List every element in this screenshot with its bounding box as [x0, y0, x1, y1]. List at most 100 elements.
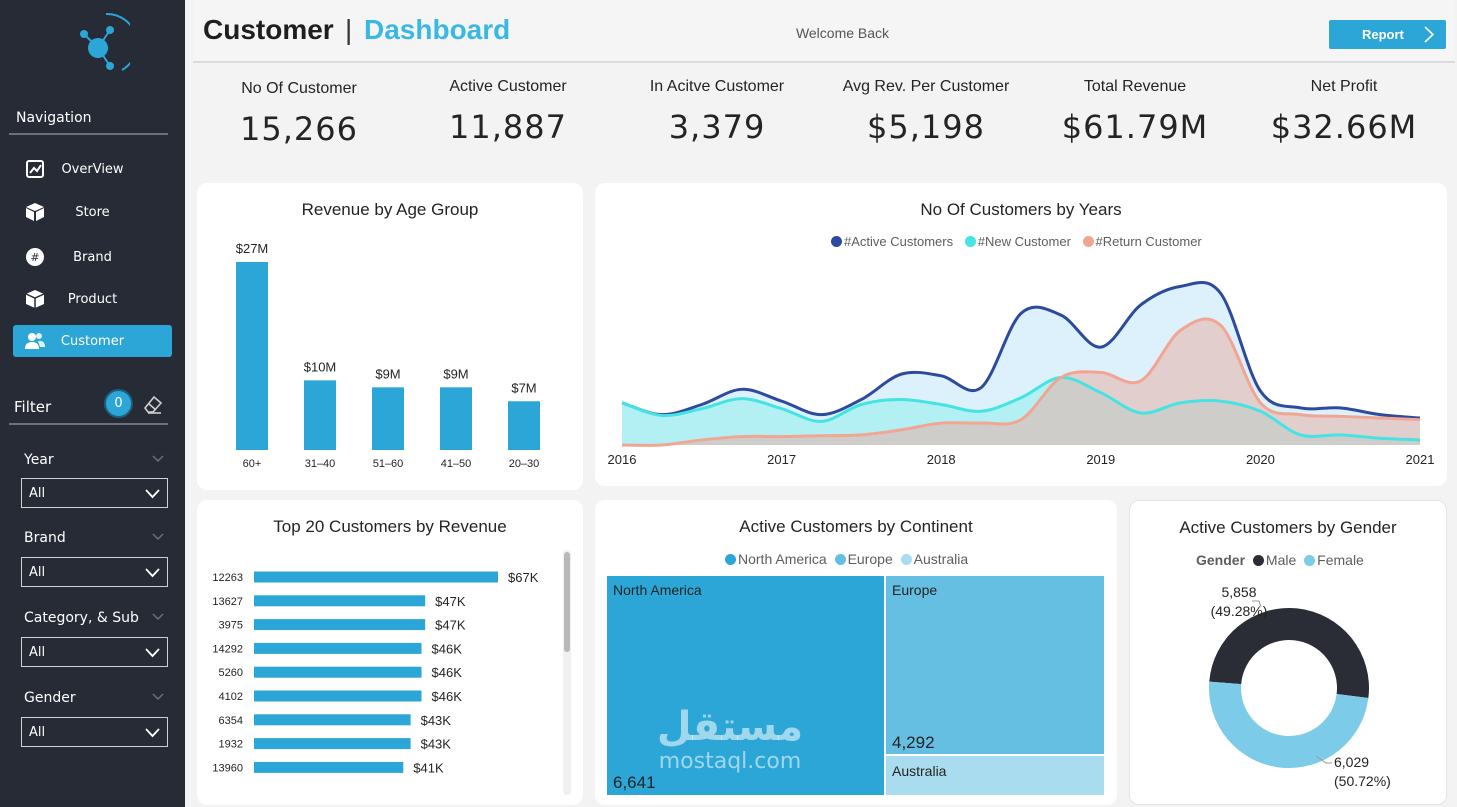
- sidebar: Navigation OverView Store # Brand Produc…: [0, 0, 185, 807]
- sidebar-item-customer[interactable]: Customer: [13, 325, 172, 357]
- navigation-title: Navigation: [16, 110, 92, 126]
- filter-label-year: Year: [24, 452, 54, 468]
- male-slice: [1209, 608, 1369, 699]
- data-label: (50.72%): [1334, 773, 1391, 789]
- year-select[interactable]: All: [21, 478, 168, 508]
- x-tick-label: 2017: [767, 452, 796, 467]
- tick-label: 51–60: [373, 458, 404, 470]
- chevron-down-icon[interactable]: [152, 613, 164, 621]
- kpi-label: Net Profit: [1310, 78, 1378, 95]
- data-label: $47K: [435, 594, 466, 609]
- legend-item[interactable]: Europe: [834, 551, 893, 567]
- data-label: $9M: [443, 366, 468, 381]
- x-tick-label: 2021: [1406, 452, 1435, 467]
- kpi-card: Total Revenue $61.79M: [1035, 78, 1235, 146]
- divider: [9, 133, 168, 135]
- sidebar-item-brand[interactable]: # Brand: [13, 241, 172, 273]
- data-label: 6,029: [1334, 754, 1369, 770]
- tile-europe[interactable]: [886, 576, 1104, 754]
- card-title: No Of Customers by Years: [920, 200, 1122, 219]
- chevron-down-icon[interactable]: [152, 533, 164, 541]
- report-button-label: Report: [1362, 27, 1404, 42]
- chevron-down-icon[interactable]: [152, 455, 164, 463]
- kpi-value: $61.79M: [1061, 108, 1209, 146]
- filter-title: Filter: [14, 398, 52, 416]
- sidebar-item-label: Store: [75, 204, 110, 220]
- kpi-value: $5,198: [867, 108, 985, 146]
- card-title: Active Customers by Gender: [1179, 518, 1397, 537]
- sidebar-item-product[interactable]: Product: [13, 283, 172, 315]
- kpi-value: 11,887: [449, 108, 567, 146]
- legend-label: #Return Customer: [1095, 234, 1202, 249]
- age-group-chart: $27M 60+ $10M 31–40 $9M 51–60 $9M 41–50 $7M 20–30: [236, 241, 540, 470]
- continent-legend: North America Europe Australia: [725, 551, 976, 567]
- years-card: No Of Customers by Years #Active Custome…: [595, 183, 1447, 486]
- scrollbar[interactable]: [563, 550, 571, 795]
- card-title: Top 20 Customers by Revenue: [273, 517, 507, 536]
- brand-select[interactable]: All: [21, 557, 168, 587]
- legend-item[interactable]: Australia: [900, 551, 968, 567]
- brand-icon: #: [26, 248, 44, 266]
- return-customers-area: [622, 319, 1420, 446]
- tile-label: Australia: [892, 763, 947, 779]
- data-label: $9M: [375, 366, 400, 381]
- legend-item[interactable]: #Return Customer: [1082, 234, 1202, 249]
- filter-count-badge: 0: [104, 389, 133, 418]
- report-button[interactable]: Report: [1329, 20, 1446, 49]
- kpi-label: No Of Customer: [241, 80, 357, 97]
- chevron-down-icon[interactable]: [152, 693, 164, 701]
- legend-item[interactable]: #Active Customers: [831, 234, 953, 249]
- bar: [254, 738, 411, 750]
- tick-label: 60+: [243, 458, 262, 470]
- data-label: $7M: [511, 380, 536, 395]
- sidebar-item-store[interactable]: Store: [13, 196, 172, 228]
- bar: [254, 714, 411, 726]
- active-customers-line: [621, 280, 1421, 420]
- data-label: $27M: [236, 241, 269, 256]
- bar: [304, 380, 336, 450]
- bar: [254, 619, 426, 631]
- select-value: All: [29, 565, 46, 580]
- leader-line: [1252, 600, 1262, 608]
- legend-item[interactable]: North America: [725, 551, 827, 567]
- legend-item[interactable]: #New Customer: [964, 234, 1071, 249]
- bar: [254, 761, 404, 773]
- chevron-down-icon: [145, 489, 160, 499]
- tick-label: 20–30: [509, 458, 540, 470]
- tile-value: 6,641: [613, 773, 656, 792]
- sidebar-item-overview[interactable]: OverView: [13, 153, 172, 185]
- category-label: 6354: [219, 715, 243, 727]
- years-chart: 2016 2017 2018 2019 2020 2021: [608, 280, 1435, 467]
- select-value: All: [29, 645, 46, 660]
- legend-dot: [1252, 555, 1264, 566]
- sidebar-item-label: OverView: [61, 161, 124, 177]
- divider: [193, 61, 1455, 63]
- kpi-card: In Acitve Customer 3,379: [617, 78, 817, 146]
- tick-label: 41–50: [441, 458, 472, 470]
- bar: [508, 401, 540, 450]
- card-title: Revenue by Age Group: [301, 200, 479, 219]
- chevron-right-icon: [1424, 26, 1435, 43]
- legend-dot: [900, 554, 912, 565]
- select-value: All: [29, 486, 46, 501]
- gender-select[interactable]: All: [21, 717, 168, 747]
- legend-item[interactable]: Male: [1252, 552, 1296, 568]
- legend-dot: [964, 236, 976, 247]
- data-label: $67K: [508, 570, 539, 585]
- category-label: 1932: [219, 739, 243, 751]
- data-label: $10M: [304, 359, 337, 374]
- tile-north-america[interactable]: [607, 576, 884, 795]
- scrollbar-thumb[interactable]: [564, 552, 570, 652]
- tile-australia[interactable]: [886, 756, 1104, 795]
- category-label: 13627: [212, 596, 243, 608]
- eraser-icon[interactable]: [141, 393, 163, 415]
- category-label: 3975: [219, 620, 243, 632]
- category-label: 12263: [212, 572, 243, 584]
- category-select[interactable]: All: [21, 637, 168, 667]
- x-tick-label: 2019: [1086, 452, 1115, 467]
- data-label: 5,858: [1221, 584, 1256, 600]
- data-label: $43K: [421, 713, 452, 728]
- kpi-card: Avg Rev. Per Customer $5,198: [826, 78, 1026, 146]
- sidebar-item-label: Customer: [60, 333, 125, 349]
- legend-item[interactable]: Female: [1304, 552, 1364, 568]
